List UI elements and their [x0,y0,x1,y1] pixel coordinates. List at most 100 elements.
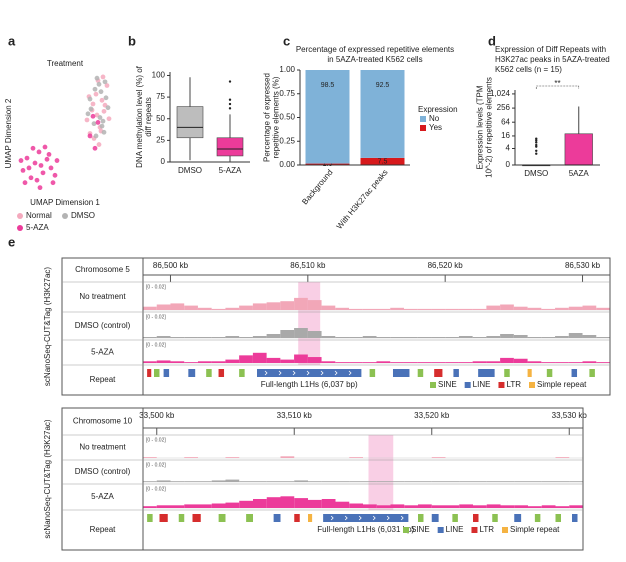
legend-label: 5-AZA [26,223,49,232]
coverage-bar [184,457,198,458]
coverage-bar [569,505,583,508]
panel-label: a [8,33,16,48]
chromosome-label: Chromosome 10 [73,417,133,426]
coverage-bar [459,504,473,508]
coverage-bar [500,334,514,338]
coverage-bar [403,337,418,338]
y-tick-label: 256 [497,103,511,112]
coverage-bar [280,456,295,458]
chart-title: Treatment [47,59,84,68]
repeat-element [571,369,578,377]
coverage-bar [170,481,185,482]
outlier [228,102,232,106]
legend-swatch [529,382,535,388]
point [18,158,24,163]
coverage-bar [307,300,322,310]
coverage-bar [527,361,542,363]
point [99,123,105,129]
legend-label: Simple repeat [537,380,587,389]
annotation: ** [554,79,560,88]
coverage-bar [225,307,240,310]
point [20,168,26,173]
point [91,121,97,127]
coverage-bar [156,360,171,363]
x-tick-label: 86,520 kb [428,261,464,270]
coverage-bar [404,481,418,482]
coverage-bar [568,306,583,310]
coverage-bar [239,305,253,310]
coverage-bar [349,481,363,482]
point [95,120,101,125]
coverage-bar [527,337,542,338]
repeat-element [163,369,170,377]
repeat-element [153,369,160,377]
coverage-bar [156,505,171,508]
coverage-bar [596,362,610,363]
point [87,133,93,139]
coverage-bar [197,337,212,338]
range-label: [0 - 0.02] [146,462,166,468]
coverage-bar [143,337,157,338]
point [52,172,58,178]
legend-label: Yes [429,123,442,132]
legend-label: SINE [438,380,457,389]
outlier [535,149,538,152]
x-tick-label: 86,500 kb [153,261,189,270]
legend-marker [17,225,23,231]
coverage-bar [225,502,240,508]
coverage-bar [143,306,157,310]
repeat-element [294,514,300,522]
coverage-bar [486,305,501,310]
coverage-bar [294,480,308,482]
outlier [535,143,538,147]
coverage-bar [362,336,377,338]
coverage-bar [500,357,514,363]
coverage-bar [143,481,157,482]
x-tick-label: Background [300,168,334,206]
coverage-bar [280,481,295,482]
coverage-bar [582,361,597,363]
outlier [228,107,232,110]
coverage-bar [170,361,185,363]
chromosome-label: Chromosome 5 [75,265,130,274]
point [102,79,108,85]
range-label: [0 - 0.02] [146,314,166,320]
range-label: [0 - 0.02] [146,342,166,348]
coverage-bar [486,336,501,338]
y-tick-label: 25 [156,135,165,144]
y-tick-label: 50 [156,114,165,123]
coverage-bar [486,504,501,508]
coverage-bar [252,352,267,363]
coverage-bar [582,305,597,310]
coverage-bar [472,308,487,310]
repeat-element [218,514,226,522]
coverage-bar [335,501,350,508]
outlier [535,152,538,155]
repeat-element [192,514,201,522]
point [96,81,102,87]
strand-chevron [330,515,334,521]
x-tick-label: DMSO [178,166,202,175]
highlight [298,282,321,365]
point [98,89,104,95]
coverage-bar [349,337,363,338]
coverage-bar [170,337,185,338]
coverage-bar [568,333,583,338]
coverage-bar [445,481,460,482]
coverage-bar [486,481,501,482]
coverage-bar [431,308,446,310]
coverage-bar [253,499,267,508]
coverage-bar [170,303,185,310]
repeat-element [504,369,510,377]
coverage-bar [403,308,418,310]
coverage-bar [417,308,432,310]
coverage-bar [211,361,226,363]
repeat-element [188,369,196,377]
strand-chevron [264,370,268,376]
coverage-bar [555,307,569,310]
x-tick-label: 33,510 kb [277,411,313,420]
coverage-bar [376,308,391,310]
strand-chevron [334,370,338,376]
outlier [535,139,538,142]
coverage-bar [458,362,473,363]
